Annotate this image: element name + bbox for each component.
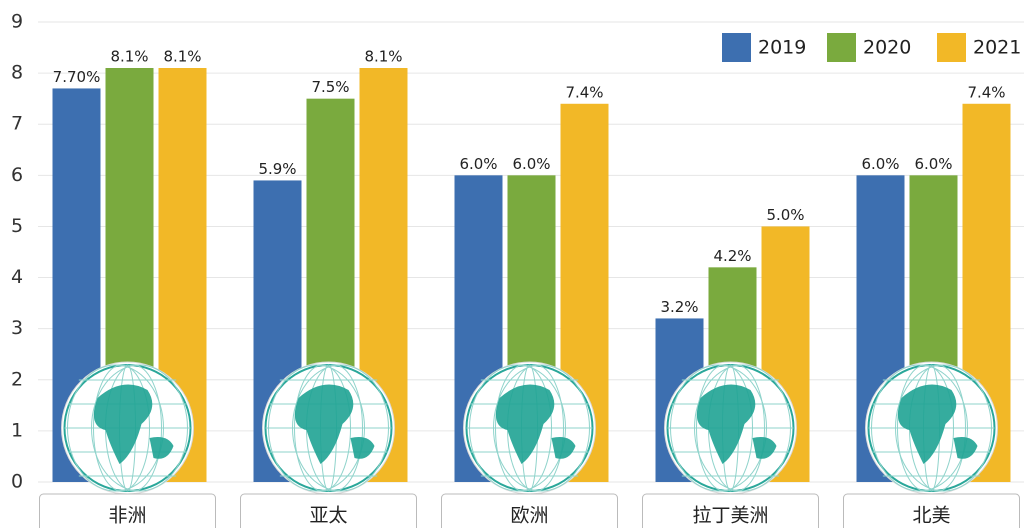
y-tick-label: 9 xyxy=(11,11,23,33)
y-tick-label: 6 xyxy=(11,164,23,186)
globe-meridian xyxy=(895,364,992,492)
value-label: 8.1% xyxy=(163,48,201,66)
value-label: 3.2% xyxy=(660,298,698,316)
globe-meridian xyxy=(292,364,389,492)
value-label: 6.0% xyxy=(914,155,952,173)
globe-land xyxy=(897,384,957,464)
legend-label: 2020 xyxy=(863,37,911,59)
globe-land xyxy=(93,384,153,464)
value-label: 5.0% xyxy=(766,206,804,224)
value-label: 7.70% xyxy=(53,68,101,86)
y-tick-label: 2 xyxy=(11,368,23,390)
x-tick-label: 欧洲 xyxy=(510,505,548,527)
value-label: 4.2% xyxy=(713,247,751,265)
value-label: 8.1% xyxy=(364,48,402,66)
globe-land xyxy=(149,437,174,459)
globe-meridian xyxy=(91,364,188,492)
value-label: 8.1% xyxy=(110,48,148,66)
legend-swatch xyxy=(827,33,856,62)
y-tick-label: 1 xyxy=(11,419,23,441)
category-box xyxy=(843,493,1020,532)
category-box xyxy=(240,493,417,532)
y-tick-label: 8 xyxy=(11,62,23,84)
legend-swatch xyxy=(722,33,751,62)
x-tick-label: 非洲 xyxy=(108,505,146,527)
value-label: 6.0% xyxy=(459,155,497,173)
category-box xyxy=(39,493,216,532)
category-box xyxy=(441,493,618,532)
globe-land xyxy=(350,437,375,459)
value-label: 7.4% xyxy=(967,83,1005,101)
x-tick-label: 北美 xyxy=(912,505,950,527)
y-tick-label: 5 xyxy=(11,215,23,237)
globe-land xyxy=(495,384,555,464)
category-box xyxy=(642,493,819,532)
legend-label: 2019 xyxy=(758,37,806,59)
y-tick-label: 7 xyxy=(11,113,23,135)
x-tick-label: 拉丁美洲 xyxy=(692,505,768,527)
value-label: 6.0% xyxy=(861,155,899,173)
y-tick-label: 4 xyxy=(11,266,23,288)
globe-land xyxy=(294,384,354,464)
globe-land xyxy=(696,384,756,464)
legend-bg xyxy=(712,26,1024,72)
globe-land xyxy=(953,437,978,459)
y-tick-label: 0 xyxy=(11,471,23,493)
globe-land xyxy=(752,437,777,459)
legend-label: 2021 xyxy=(973,37,1021,59)
value-label: 6.0% xyxy=(512,155,550,173)
globe-meridian xyxy=(694,364,791,492)
globe-meridian xyxy=(493,364,590,492)
value-label: 5.9% xyxy=(258,160,296,178)
value-label: 7.4% xyxy=(565,83,603,101)
globe-land xyxy=(551,437,576,459)
legend-swatch xyxy=(937,33,966,62)
value-label: 7.5% xyxy=(311,78,349,96)
x-tick-label: 亚太 xyxy=(309,505,347,527)
y-tick-label: 3 xyxy=(11,317,23,339)
